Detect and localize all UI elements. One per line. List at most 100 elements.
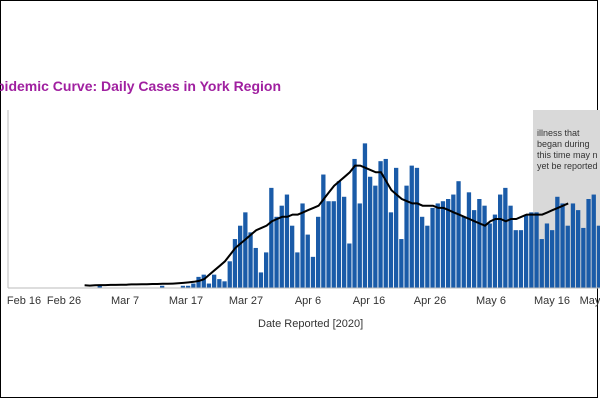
bar <box>212 274 217 288</box>
bar <box>518 230 524 288</box>
bar <box>321 174 326 288</box>
bar <box>201 274 206 288</box>
x-tick-label: May 6 <box>476 295 506 307</box>
x-tick-label: Mar 17 <box>169 295 203 307</box>
bar <box>461 216 466 288</box>
bar <box>373 185 378 288</box>
bar <box>524 214 529 288</box>
bar <box>300 203 305 288</box>
x-tick-label: Mar 27 <box>229 295 263 307</box>
bar <box>316 216 321 288</box>
bar <box>591 194 596 288</box>
bar <box>555 196 560 288</box>
bar <box>420 216 425 288</box>
bar <box>352 158 357 288</box>
bar <box>513 230 518 288</box>
bar <box>362 143 368 288</box>
bar <box>565 225 570 288</box>
x-tick-label: Feb 26 <box>47 295 81 307</box>
bar <box>295 252 300 288</box>
bar <box>227 261 232 288</box>
bar <box>160 285 165 288</box>
bar <box>482 205 487 288</box>
bar <box>498 194 503 288</box>
bar <box>477 199 482 288</box>
bar <box>222 281 227 288</box>
bar <box>310 256 316 288</box>
bar <box>248 232 253 288</box>
bar <box>269 187 274 288</box>
bar <box>529 212 534 288</box>
bar <box>368 176 373 288</box>
bar <box>487 223 492 288</box>
bar <box>414 167 420 288</box>
bar <box>258 272 264 288</box>
bar <box>279 205 284 288</box>
bar <box>456 181 461 288</box>
annotation-line: yet be reported <box>537 161 598 171</box>
bar <box>576 210 581 288</box>
bar <box>560 203 565 288</box>
bar <box>388 212 394 288</box>
bar <box>550 230 555 288</box>
bar <box>503 187 508 288</box>
bar <box>404 185 409 288</box>
bar <box>342 196 347 288</box>
bar <box>539 239 544 288</box>
bar <box>586 199 591 288</box>
bar <box>399 239 404 288</box>
bar <box>466 192 472 288</box>
bar <box>97 285 102 288</box>
x-tick-label: Apr 16 <box>353 295 385 307</box>
bar <box>544 223 550 288</box>
bar <box>430 207 435 288</box>
bar <box>191 283 196 288</box>
bar <box>238 225 243 288</box>
bar <box>284 194 290 288</box>
bar <box>206 283 212 288</box>
annotation-line: began during <box>537 139 590 149</box>
bar <box>336 181 342 288</box>
x-tick-label: May <box>580 295 600 307</box>
bar <box>435 203 440 288</box>
bar <box>534 212 539 288</box>
x-tick-label: May 16 <box>534 295 570 307</box>
x-tick-label: Feb 16 <box>7 295 41 307</box>
x-tick-label: Apr 6 <box>295 295 321 307</box>
x-axis-label: Date Reported [2020] <box>258 318 364 330</box>
bar <box>378 161 383 288</box>
bar <box>394 167 399 288</box>
bar <box>253 247 258 288</box>
moving-average-line <box>84 164 569 287</box>
bar <box>383 158 388 288</box>
bar <box>243 212 248 288</box>
x-tick-label: Mar 7 <box>111 295 139 307</box>
bar <box>326 201 331 288</box>
bar <box>217 279 222 288</box>
bar <box>446 199 451 288</box>
bar <box>492 214 498 288</box>
bar <box>508 205 513 288</box>
bar <box>232 239 238 288</box>
chart-title: pidemic Curve: Daily Cases in York Regio… <box>0 78 282 94</box>
annotation-line: illness that <box>537 128 580 138</box>
bar <box>196 276 201 288</box>
x-tick-labels: Feb 16 Feb 26 Mar 7 Mar 17 Mar 27 Apr 6 Apr 16… <box>7 295 600 307</box>
bar <box>331 201 336 288</box>
bar <box>357 203 362 288</box>
bar <box>472 210 477 288</box>
bar <box>570 203 576 288</box>
bar <box>305 234 310 288</box>
bar <box>347 243 352 288</box>
bar <box>425 225 430 288</box>
bar <box>290 225 295 288</box>
x-tick-label: Apr 26 <box>414 295 446 307</box>
bar <box>596 225 600 288</box>
bar <box>581 227 586 288</box>
bars-group <box>97 143 600 288</box>
bar <box>274 216 279 288</box>
bar <box>180 285 186 288</box>
bar <box>409 165 414 288</box>
